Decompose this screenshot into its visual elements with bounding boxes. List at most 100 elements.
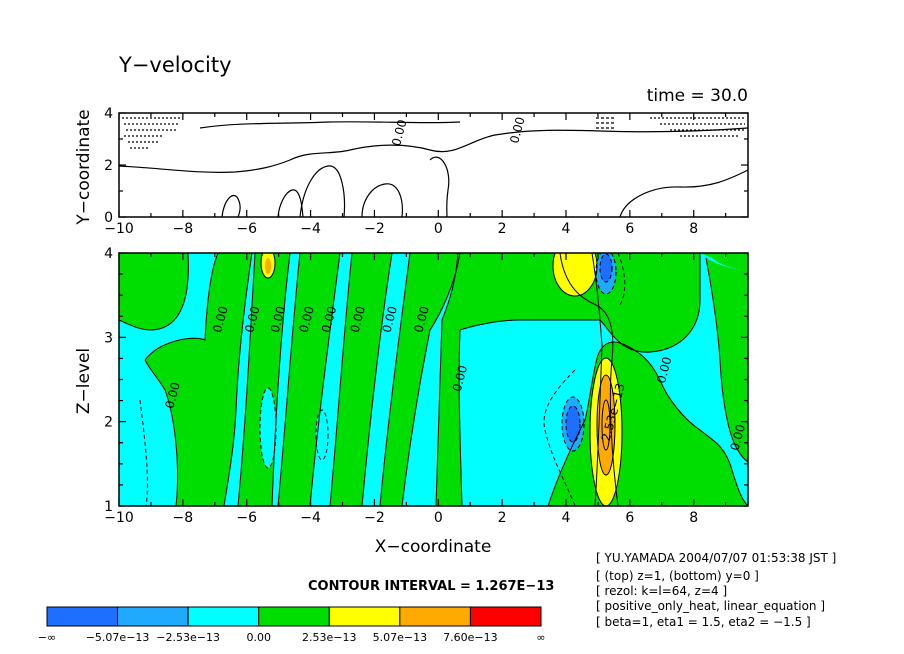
bottom-line-4 bbox=[223, 253, 253, 506]
bottom-x-tick-label: −10 bbox=[104, 510, 134, 526]
top-x-tick-label: −2 bbox=[364, 221, 385, 237]
bottom-line-blob-5 bbox=[601, 399, 611, 451]
info-line-4: [ positive_only_heat, linear_equation ] bbox=[596, 599, 825, 613]
top-contour-zero-main bbox=[119, 127, 748, 173]
bottom-contour-label: 0.00 bbox=[654, 355, 674, 384]
bottom-x-tick-label: 6 bbox=[625, 510, 634, 526]
bottom-negative-contours bbox=[139, 253, 626, 506]
bottom-blob-orange-top-left bbox=[265, 258, 271, 274]
bottom-x-tick-label: 4 bbox=[562, 510, 571, 526]
bottom-blob-darkblue-mid bbox=[566, 406, 580, 442]
bottom-dash-4 bbox=[565, 405, 581, 443]
bottom-blob-darkblue-top bbox=[600, 254, 612, 282]
top-x-tick-label: 6 bbox=[625, 221, 634, 237]
info-line-3: [ rezol: k=l=64, z=4 ] bbox=[596, 584, 727, 598]
bottom-dash-2 bbox=[315, 409, 329, 461]
top-x-tick-label: −6 bbox=[236, 221, 257, 237]
top-x-tick-label: 0 bbox=[434, 221, 443, 237]
info-block: [ YU.YAMADA 2004/07/07 01:53:38 JST ] [ … bbox=[596, 551, 836, 629]
contour-interval-label: CONTOUR INTERVAL = 1.267E−13 bbox=[308, 579, 554, 594]
bottom-line-5 bbox=[237, 253, 256, 506]
bottom-x-tick-label: 2 bbox=[498, 510, 507, 526]
bottom-x-tick-label: −4 bbox=[300, 510, 321, 526]
colorbar-tick-label: 5.07e−13 bbox=[373, 631, 427, 644]
bottom-x-tick-label: −2 bbox=[364, 510, 385, 526]
time-label: time = 30.0 bbox=[647, 86, 748, 106]
bottom-contour-label: 0.00 bbox=[319, 305, 339, 334]
bottom-band-green-3 bbox=[238, 253, 290, 506]
top-contour-small-mid bbox=[596, 117, 614, 129]
bottom-line-11 bbox=[379, 253, 411, 506]
top-contour-zero-lobe-d bbox=[361, 183, 403, 217]
colorbar-bin bbox=[258, 606, 330, 627]
bottom-dash-9 bbox=[139, 399, 148, 506]
bottom-x-axis-title: X−coordinate bbox=[375, 537, 492, 557]
bottom-x-tick-label: 8 bbox=[689, 510, 698, 526]
bottom-dash-7 bbox=[599, 253, 613, 283]
top-contour-zero-lobe-e bbox=[429, 156, 450, 217]
top-x-tick-label: 8 bbox=[689, 221, 698, 237]
bottom-x-tick-label: −8 bbox=[173, 510, 194, 526]
bottom-x-tick-label: −6 bbox=[236, 510, 257, 526]
bottom-contour-label: 0.00 bbox=[210, 305, 230, 334]
top-contour-label: 0.00 bbox=[507, 115, 527, 144]
bottom-dash-1 bbox=[259, 387, 277, 469]
bottom-line-10 bbox=[361, 253, 393, 506]
top-contour-label: 0.00 bbox=[389, 118, 409, 147]
bottom-line-9 bbox=[329, 253, 353, 506]
bottom-dash-6 bbox=[595, 253, 617, 295]
colorbar-bin bbox=[469, 606, 542, 627]
colorbar-bin bbox=[46, 606, 119, 627]
bottom-contour-label: 0.00 bbox=[411, 305, 431, 334]
bottom-contour-label: 0.00 bbox=[450, 364, 470, 393]
top-y-tick-label: 2 bbox=[104, 158, 113, 174]
colorbar-bin bbox=[328, 606, 401, 627]
colorbar-tick-label: ∞ bbox=[536, 631, 545, 644]
top-y-tick-label: 4 bbox=[104, 106, 113, 122]
bottom-contour-label: 0.00 bbox=[242, 305, 262, 334]
bottom-band-green-5 bbox=[330, 253, 392, 506]
bottom-line-7 bbox=[277, 253, 301, 506]
bottom-band-green-4 bbox=[278, 253, 340, 506]
bottom-contour-label: 0.00 bbox=[380, 305, 400, 334]
bottom-line-19 bbox=[591, 253, 603, 506]
bottom-line-blob-3 bbox=[589, 357, 623, 506]
bottom-line-blob-1 bbox=[260, 253, 276, 279]
bottom-blob-cyan-left bbox=[260, 388, 276, 468]
chart-title: Y−velocity bbox=[118, 53, 232, 77]
top-contour-upper-band bbox=[199, 121, 461, 129]
info-line-1: [ YU.YAMADA 2004/07/07 01:53:38 JST ] bbox=[596, 551, 836, 565]
bottom-band-green-1 bbox=[119, 253, 189, 330]
bottom-contour-label: 0.00 bbox=[296, 305, 316, 334]
top-contour-zero-lobe-a bbox=[221, 195, 241, 217]
bottom-line-14 bbox=[459, 253, 701, 353]
colorbar-bin bbox=[187, 606, 260, 627]
colorbar-bin bbox=[117, 606, 189, 627]
bottom-band-green-9 bbox=[706, 258, 748, 462]
bottom-band-green-7 bbox=[436, 253, 748, 506]
bottom-line-8 bbox=[309, 253, 341, 506]
top-contour-lines bbox=[119, 117, 748, 217]
bottom-line-6 bbox=[271, 253, 291, 506]
top-contour-noise-left bbox=[122, 117, 182, 149]
colorbar-tick-label: 2.53e−13 bbox=[302, 631, 356, 644]
bottom-dash-5 bbox=[543, 369, 576, 506]
top-x-tick-label: −10 bbox=[104, 221, 134, 237]
top-contour-zero-lobe-b bbox=[277, 189, 304, 217]
top-axes-frame bbox=[118, 112, 749, 218]
bottom-band-green-2 bbox=[145, 253, 252, 506]
bottom-contour-label: 0.00 bbox=[268, 305, 288, 334]
colorbar-bin bbox=[399, 606, 471, 627]
bottom-contour-label: 0.00 bbox=[348, 305, 368, 334]
colorbar-tick-label: −2.53e−13 bbox=[156, 631, 220, 644]
bottom-line-16 bbox=[547, 341, 748, 506]
top-x-tick-label: −8 bbox=[173, 221, 194, 237]
top-contour-zero-lobe-c bbox=[299, 165, 346, 217]
bottom-y-tick-label: 2 bbox=[104, 415, 113, 431]
info-line-2: [ (top) z=1, (bottom) y=0 ] bbox=[596, 569, 759, 583]
bottom-contour-fills bbox=[119, 253, 748, 506]
bottom-line-17 bbox=[705, 257, 748, 463]
top-y-axis-title: Y−coordinate bbox=[74, 109, 94, 225]
bottom-contour-label: 0.00 bbox=[162, 381, 182, 410]
colorbar-tick-label: 0.00 bbox=[246, 631, 271, 644]
